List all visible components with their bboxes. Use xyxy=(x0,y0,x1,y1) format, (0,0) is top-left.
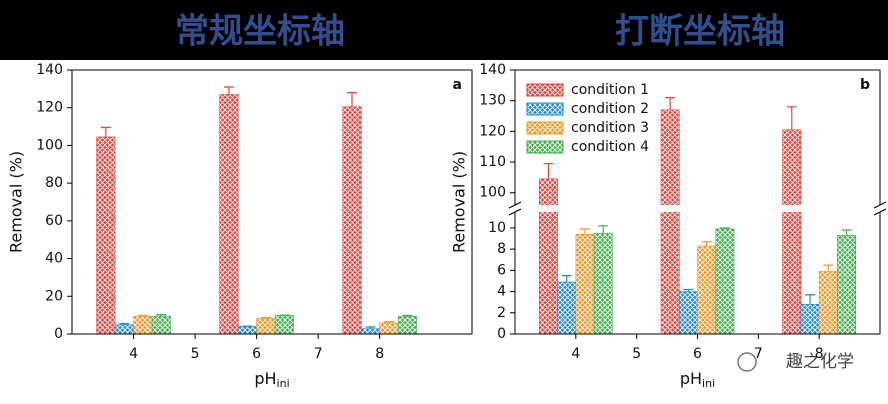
x-axis-label-main: pH xyxy=(254,369,276,388)
y-tick-label: 130 xyxy=(479,93,506,109)
bar xyxy=(819,271,837,334)
bar xyxy=(134,316,152,334)
error-bar xyxy=(842,230,852,235)
bar xyxy=(343,107,361,334)
bar xyxy=(152,316,170,334)
x-tick-label: 7 xyxy=(754,346,763,362)
bar xyxy=(257,318,275,334)
bar xyxy=(361,329,379,334)
y-tick-label: 0 xyxy=(497,326,506,342)
bar xyxy=(661,110,679,334)
bar xyxy=(837,235,855,334)
y-tick-label: 140 xyxy=(36,62,63,78)
bar xyxy=(220,95,238,334)
legend-label: condition 3 xyxy=(571,120,649,136)
legend-swatch xyxy=(527,141,563,153)
x-tick-label: 5 xyxy=(632,346,641,362)
bar xyxy=(698,246,716,334)
y-tick-label: 8 xyxy=(497,241,506,257)
legend-label: condition 1 xyxy=(571,82,649,98)
error-bar xyxy=(805,295,815,305)
error-bar xyxy=(347,93,357,107)
y-tick-label: 120 xyxy=(36,100,63,116)
error-bar xyxy=(562,276,572,282)
error-bar xyxy=(543,164,553,179)
x-tick-label: 6 xyxy=(693,346,702,362)
legend-label: condition 4 xyxy=(571,139,649,155)
y-tick-label: 80 xyxy=(45,175,63,191)
x-axis-label-main: pH xyxy=(680,369,702,388)
error-bar xyxy=(665,98,675,110)
x-axis-label: pHini xyxy=(254,369,289,391)
error-bar xyxy=(683,289,693,291)
bar xyxy=(275,315,293,334)
x-tick-label: 6 xyxy=(252,346,261,362)
legend-swatch xyxy=(527,103,563,115)
y-tick-label: 0 xyxy=(54,326,63,342)
x-tick-label: 8 xyxy=(375,346,384,362)
error-bar xyxy=(101,128,111,137)
error-bar xyxy=(598,226,608,233)
plot-frame xyxy=(72,70,472,334)
legend-swatch xyxy=(527,84,563,96)
y-tick-label: 100 xyxy=(36,137,63,153)
error-bar xyxy=(580,229,590,234)
y-tick-label: 2 xyxy=(497,305,506,321)
axis-break xyxy=(509,205,886,212)
y-tick-label: 60 xyxy=(45,213,63,229)
bar xyxy=(380,323,398,334)
x-tick-label: 8 xyxy=(815,346,824,362)
y-tick-label: 10 xyxy=(488,220,506,236)
legend-label: condition 2 xyxy=(571,101,649,117)
error-bar xyxy=(702,242,712,246)
bar xyxy=(238,326,256,334)
x-tick-label: 4 xyxy=(129,346,138,362)
y-tick-label: 6 xyxy=(497,262,506,278)
x-axis-label-sub: ini xyxy=(277,377,290,390)
x-axis-label: pHini xyxy=(680,369,715,391)
bar xyxy=(558,282,576,334)
y-tick-label: 120 xyxy=(479,123,506,139)
x-tick-label: 5 xyxy=(191,346,200,362)
y-axis-label: Removal (%) xyxy=(7,151,26,253)
bar xyxy=(115,325,133,334)
x-tick-label: 7 xyxy=(314,346,323,362)
right-title: 打断坐标轴 xyxy=(615,12,785,52)
y-tick-label: 140 xyxy=(479,62,506,78)
y-tick-label: 40 xyxy=(45,251,63,267)
y-tick-label: 4 xyxy=(497,284,506,300)
bar xyxy=(679,292,697,334)
y-tick-label: 110 xyxy=(479,154,506,170)
error-bar xyxy=(224,87,234,95)
bar xyxy=(576,234,594,334)
y-tick-label: 20 xyxy=(45,288,63,304)
left-title: 常规坐标轴 xyxy=(175,12,345,52)
y-axis-label: Removal (%) xyxy=(450,151,469,253)
panel-label: b xyxy=(860,77,870,93)
error-bar xyxy=(787,107,797,130)
error-bar xyxy=(823,265,833,271)
bar xyxy=(539,179,557,334)
bar xyxy=(716,229,734,334)
x-axis-label-sub: ini xyxy=(702,377,715,390)
x-tick-label: 4 xyxy=(571,346,580,362)
bar xyxy=(594,233,612,334)
y-tick-label: 100 xyxy=(479,185,506,201)
panel-label: a xyxy=(453,77,462,93)
bar xyxy=(97,137,115,334)
bar xyxy=(398,316,416,334)
legend-swatch xyxy=(527,122,563,134)
bar xyxy=(783,130,801,334)
bar xyxy=(801,304,819,334)
